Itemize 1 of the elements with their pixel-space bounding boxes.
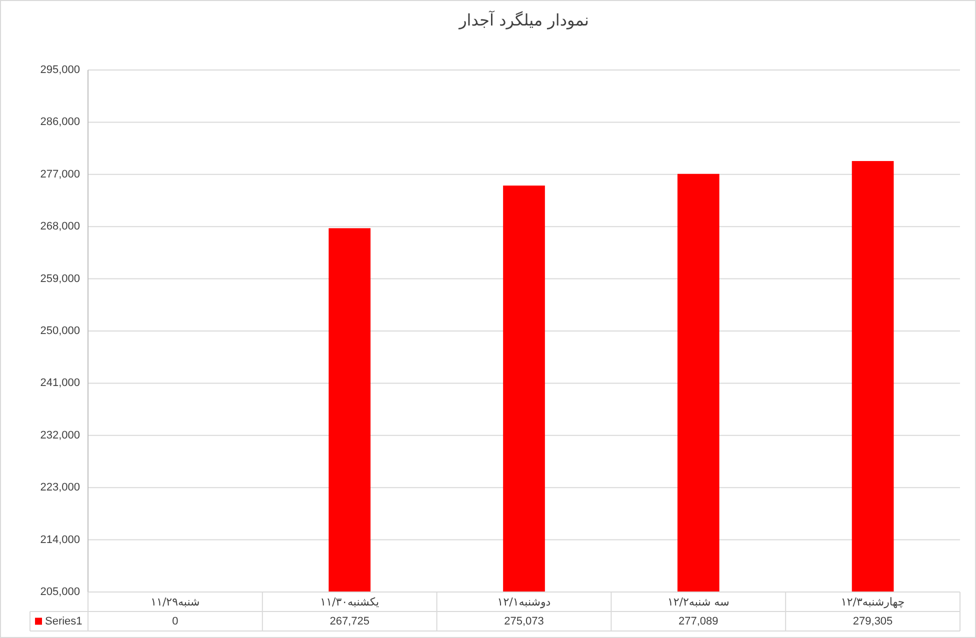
title: نمودار میلگرد آجدار [459, 10, 589, 30]
